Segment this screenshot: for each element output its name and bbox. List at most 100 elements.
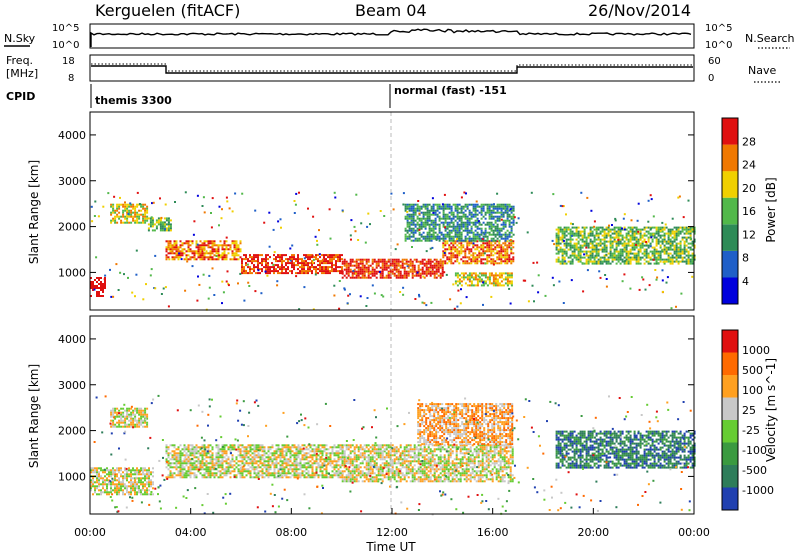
heatmap-cell [138, 423, 141, 426]
heatmap-cell [259, 470, 262, 473]
heatmap-cell [253, 454, 256, 457]
heatmap-cell [363, 264, 366, 267]
heatmap-cell [617, 252, 620, 255]
heatmap-cell [438, 231, 441, 234]
heatmap-cell [677, 242, 680, 245]
heatmap-cell [661, 242, 664, 245]
heatmap-cell [267, 466, 270, 469]
heatmap-cell [233, 474, 236, 477]
heatmap-cell [149, 223, 152, 226]
heatmap-cell [217, 464, 220, 467]
heatmap-cell [446, 233, 449, 236]
heatmap-cell [183, 460, 186, 463]
heatmap-cell [313, 262, 315, 265]
heatmap-cell [155, 227, 158, 230]
heatmap-cell [277, 470, 280, 473]
heatmap-cell [659, 240, 662, 243]
heatmap-cell [181, 460, 184, 463]
heatmap-cell [605, 285, 608, 288]
heatmap-cell [617, 232, 620, 235]
heatmap-cell [450, 225, 453, 228]
heatmap-cell [275, 450, 278, 453]
heatmap-cell [504, 254, 507, 257]
heatmap-cell [169, 462, 172, 465]
heatmap-cell [140, 205, 143, 208]
heatmap-cell [387, 266, 390, 269]
heatmap-cell [420, 217, 423, 220]
heatmap-cell [431, 260, 434, 263]
heatmap-cell [185, 462, 188, 465]
heatmap-cell [460, 227, 463, 230]
heatmap-cell [205, 244, 208, 247]
heatmap-cell [667, 256, 670, 259]
heatmap-cell [323, 254, 325, 257]
heatmap-cell [561, 238, 564, 241]
heatmap-cell [446, 205, 449, 208]
heatmap-cell [486, 246, 489, 249]
heatmap-cell [199, 446, 202, 449]
heatmap-cell [468, 211, 471, 214]
heatmap-cell [265, 474, 268, 477]
heatmap-cell [439, 258, 442, 261]
heatmap-cell [429, 247, 432, 250]
heatmap-cell [203, 452, 206, 455]
heatmap-cell [100, 475, 102, 478]
heatmap-cell [402, 293, 405, 296]
heatmap-cell [167, 223, 170, 226]
heatmap-cell [345, 276, 348, 279]
heatmap-cell [98, 489, 100, 492]
heatmap-cell [508, 282, 511, 285]
heatmap-cell [130, 421, 133, 424]
heatmap-cell [502, 242, 505, 245]
heatmap-cell [490, 272, 493, 275]
heatmap-cell [183, 258, 186, 261]
heatmap-cell [162, 223, 165, 226]
heatmap-cell [100, 289, 102, 291]
heatmap-cell [223, 460, 226, 463]
heatmap-cell [591, 248, 594, 251]
heatmap-cell [439, 260, 442, 263]
heatmap-cell [593, 262, 596, 265]
heatmap-cell [289, 256, 291, 259]
heatmap-cell [460, 284, 463, 287]
heatmap-cell [450, 209, 453, 212]
heatmap-cell [365, 305, 368, 307]
heatmap-cell [195, 476, 198, 479]
heatmap-cell [178, 252, 181, 255]
heatmap-cell [249, 272, 251, 275]
heatmap-cell [106, 477, 108, 480]
heatmap-cell [484, 229, 487, 232]
heatmap-cell [567, 232, 570, 235]
heatmap-cell [173, 458, 176, 461]
heatmap-cell [681, 248, 684, 251]
heatmap-cell [367, 270, 370, 273]
heatmap-cell [641, 234, 644, 237]
heatmap-cell [152, 481, 154, 484]
heatmap-cell [589, 240, 592, 243]
heatmap-cell [349, 293, 351, 296]
heatmap-cell [177, 448, 180, 451]
heatmap-cell [277, 444, 280, 447]
heatmap-cell [307, 272, 309, 275]
heatmap-cell [681, 236, 684, 239]
heatmap-cell [283, 254, 285, 257]
heatmap-cell [106, 493, 108, 496]
heatmap-cell [426, 205, 429, 208]
heatmap-cell [251, 460, 254, 463]
heatmap-cell [414, 219, 417, 222]
heatmap-cell [490, 221, 493, 224]
heatmap-cell [191, 252, 194, 255]
heatmap-cell [679, 244, 682, 247]
heatmap-cell [663, 240, 666, 243]
heatmap-cell [563, 226, 566, 229]
heatmap-cell [645, 234, 648, 237]
heatmap-cell [478, 278, 481, 281]
heatmap-cell [171, 444, 174, 447]
heatmap-cell [209, 258, 212, 261]
heatmap-cell [144, 475, 146, 478]
heatmap-cell [418, 207, 421, 210]
heatmap-cell [454, 205, 457, 208]
heatmap-cell [249, 472, 252, 475]
heatmap-cell [273, 258, 275, 261]
heatmap-cell [293, 254, 295, 257]
